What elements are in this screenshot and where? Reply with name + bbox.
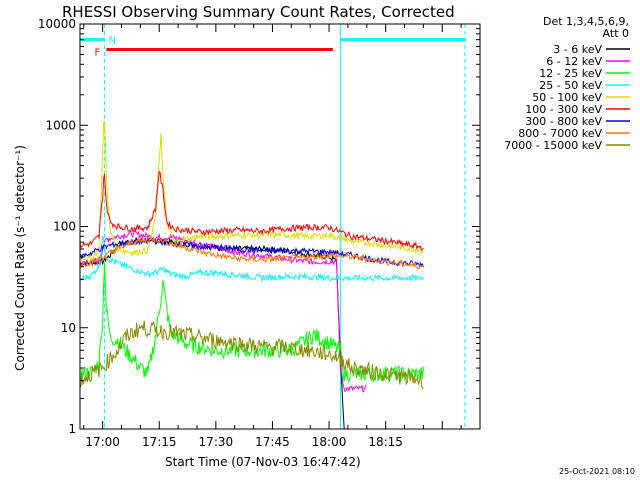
series-line-1 bbox=[79, 230, 367, 393]
series-line-2 bbox=[79, 263, 424, 383]
chart-title: RHESSI Observing Summary Count Rates, Co… bbox=[62, 3, 455, 21]
y-tick-label: 10 bbox=[61, 321, 76, 335]
flag-label-n: N bbox=[109, 36, 116, 47]
legend-label: 50 - 100 keV bbox=[532, 91, 602, 104]
legend-header-line-1: Det 1,3,4,5,6,9, bbox=[543, 15, 629, 28]
y-axis-label: Corrected Count Rate (s⁻¹ detector⁻¹) bbox=[13, 145, 27, 371]
flag-label-f: F bbox=[95, 47, 101, 58]
y-tick-label: 10000 bbox=[38, 17, 76, 31]
legend-header-line-2: Att 0 bbox=[603, 27, 629, 40]
legend-label: 12 - 25 keV bbox=[539, 67, 602, 80]
x-axis-label: Start Time (07-Nov-03 16:47:42) bbox=[165, 455, 361, 469]
x-tick-label: 17:30 bbox=[199, 435, 234, 449]
series-line-4 bbox=[79, 120, 424, 262]
legend-label: 6 - 12 keV bbox=[546, 55, 602, 68]
legend-label: 800 - 7000 keV bbox=[518, 127, 602, 140]
legend-label: 100 - 300 keV bbox=[525, 103, 602, 116]
y-tick-label: 100 bbox=[53, 220, 76, 234]
series-line-5 bbox=[79, 170, 424, 251]
y-tick-label: 1 bbox=[68, 422, 76, 436]
x-tick-label: 17:45 bbox=[255, 435, 290, 449]
x-tick-label: 18:15 bbox=[368, 435, 403, 449]
legend-label: 7000 - 15000 keV bbox=[504, 139, 602, 152]
x-tick-label: 18:00 bbox=[312, 435, 347, 449]
legend-label: 300 - 800 keV bbox=[525, 115, 602, 128]
y-tick-label: 1000 bbox=[45, 118, 76, 132]
x-tick-label: 17:15 bbox=[142, 435, 177, 449]
series-line-7 bbox=[79, 236, 424, 270]
series-line-8 bbox=[79, 320, 424, 390]
x-tick-label: 17:00 bbox=[85, 435, 120, 449]
timestamp: 25-Oct-2021 08:10 bbox=[559, 467, 635, 476]
series-line-6 bbox=[79, 237, 424, 269]
series-line-3 bbox=[79, 236, 424, 283]
legend-label: 25 - 50 keV bbox=[539, 79, 602, 92]
series-line-0 bbox=[79, 237, 345, 429]
legend-label: 3 - 6 keV bbox=[553, 43, 602, 56]
